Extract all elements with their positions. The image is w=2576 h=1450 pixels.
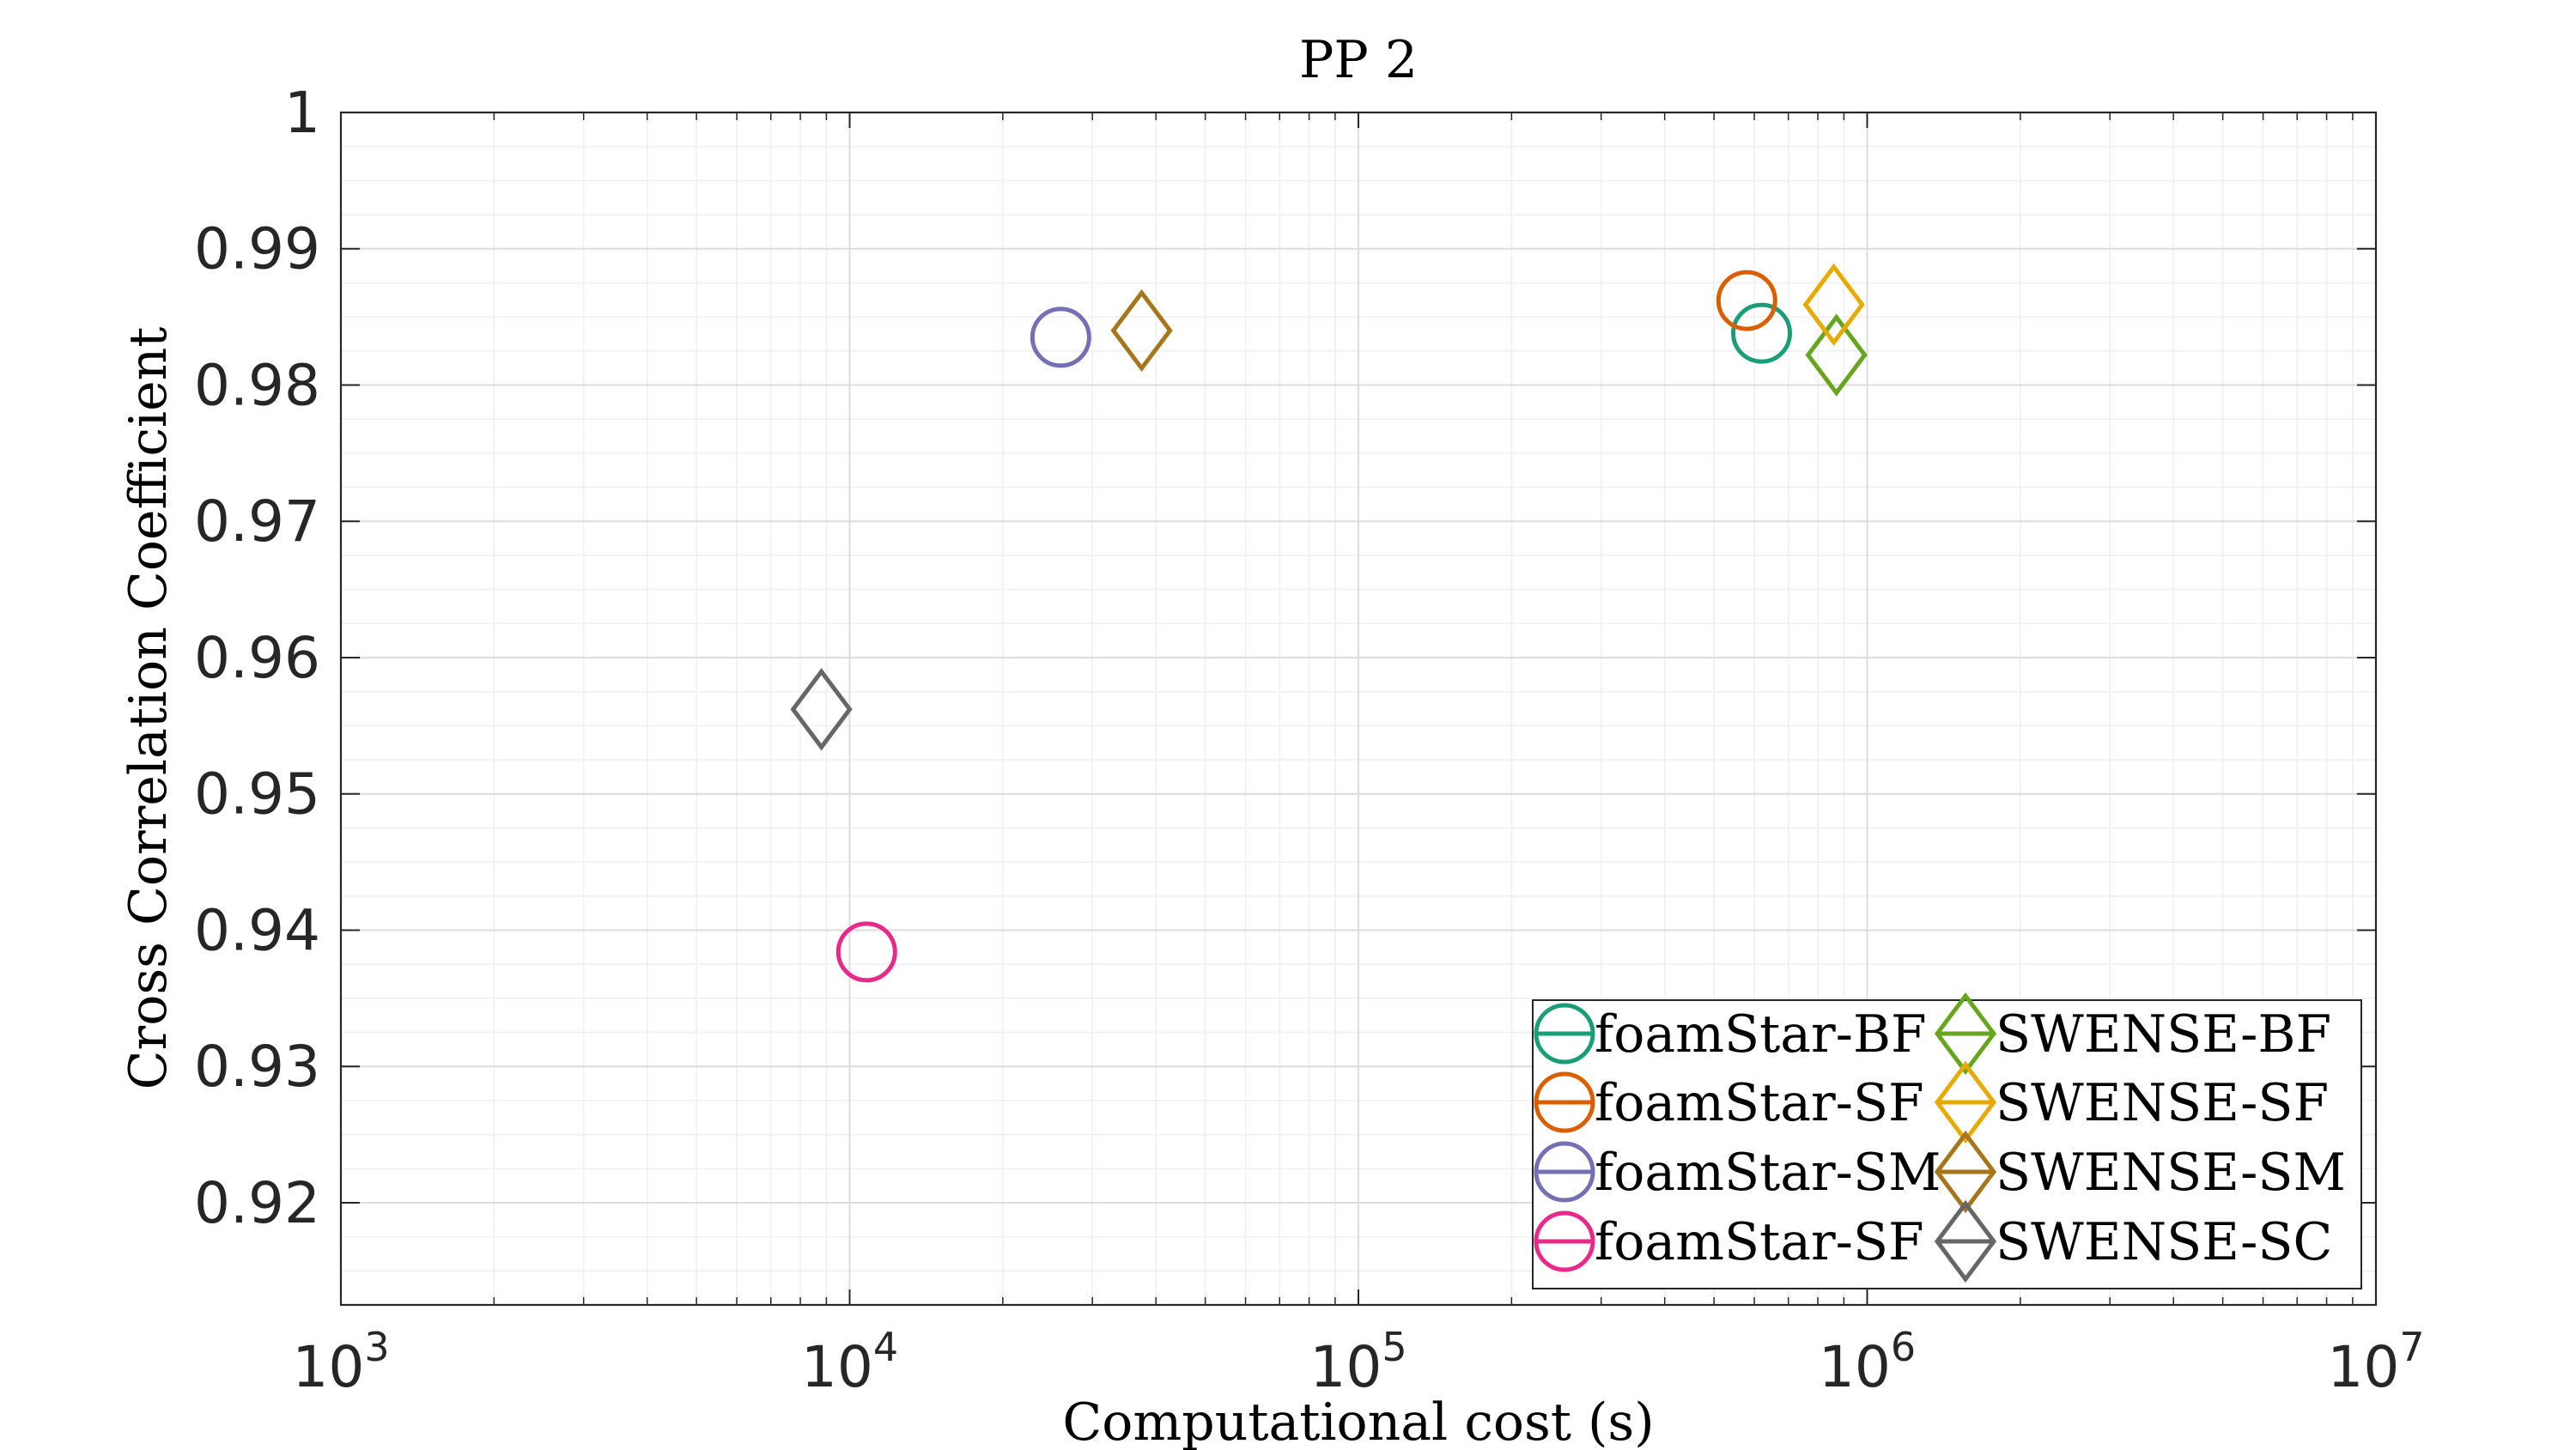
legend-circle-icon xyxy=(1534,1141,1595,1203)
x-tick-labels: 103 104 105 106 107 xyxy=(292,1324,2424,1400)
y-tick-label: 1 xyxy=(284,80,320,146)
legend-label: SWENSE-BF xyxy=(1996,1004,2331,1065)
data-markers xyxy=(790,263,1868,983)
legend-circle-icon xyxy=(1534,1210,1595,1272)
legend-diamond-icon xyxy=(1934,992,1997,1076)
x-tick-label: 107 xyxy=(2327,1324,2424,1400)
marker-swense-sc xyxy=(790,668,853,751)
marker-swense-sf xyxy=(1802,263,1865,346)
x-axis-label: Computational cost (s) xyxy=(1062,1392,1654,1450)
legend-label: foamStar-SF xyxy=(1595,1212,1924,1272)
legend-diamond-icon xyxy=(1934,1199,1997,1283)
x-tick-label: 103 xyxy=(292,1324,389,1400)
y-tick-label: 0.92 xyxy=(194,1170,320,1236)
y-tick-label: 0.94 xyxy=(194,897,320,963)
marker-foamstar-sf xyxy=(835,921,897,983)
chart-title: PP 2 xyxy=(1299,30,1418,90)
y-tick-label: 0.93 xyxy=(194,1034,320,1100)
marker-swense-sm xyxy=(1110,288,1173,373)
marker-foamstar-sm xyxy=(1030,306,1091,368)
y-tick-label: 0.97 xyxy=(194,488,320,555)
x-tick-label: 104 xyxy=(801,1324,898,1400)
marker-foamstar-sf xyxy=(1716,270,1777,331)
legend-label: foamStar-SM xyxy=(1595,1143,1941,1203)
marker-swense-bf xyxy=(1805,313,1868,397)
legend-label: foamStar-SF xyxy=(1595,1073,1924,1133)
legend-label: SWENSE-SF xyxy=(1996,1073,2329,1133)
y-tick-label: 0.95 xyxy=(194,761,320,828)
x-tick-label: 106 xyxy=(1819,1324,1916,1400)
y-axis-label: Cross Correlation Coefficient xyxy=(118,327,179,1090)
marker-foamstar-bf xyxy=(1730,302,1792,364)
legend-label: foamStar-BF xyxy=(1595,1004,1927,1065)
legend-circle-icon xyxy=(1534,1003,1595,1065)
legend-diamond-icon xyxy=(1934,1060,1997,1144)
y-tick-label: 0.96 xyxy=(194,625,320,691)
legend-diamond-icon xyxy=(1934,1130,1997,1214)
y-tick-label: 0.99 xyxy=(194,216,320,282)
x-tick-label: 105 xyxy=(1309,1324,1406,1400)
legend-label: SWENSE-SM xyxy=(1996,1143,2346,1203)
y-tick-labels: 0.92 0.93 0.94 0.95 0.96 0.97 0.98 0.99 1 xyxy=(194,80,320,1236)
legend-circle-icon xyxy=(1534,1071,1595,1133)
plot-frame xyxy=(339,111,2378,1307)
y-tick-label: 0.98 xyxy=(194,352,320,418)
legend: foamStar-BF foamStar-SF foamStar-SM foamSta… xyxy=(1532,992,2362,1289)
legend-label: SWENSE-SC xyxy=(1996,1212,2332,1272)
